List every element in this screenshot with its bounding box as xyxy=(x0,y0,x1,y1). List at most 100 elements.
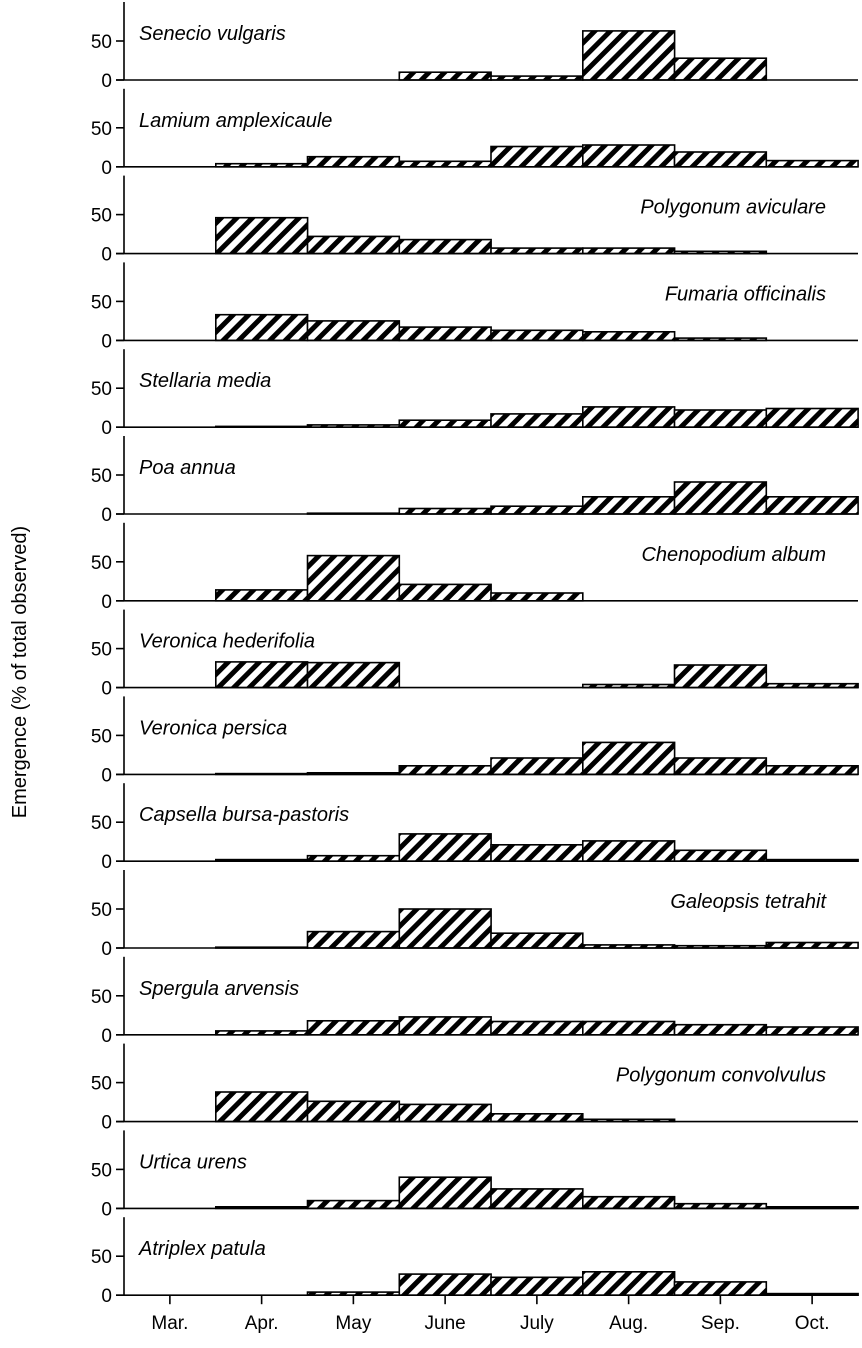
bar xyxy=(581,247,676,255)
panel: 0 50 Lamium amplexicaule xyxy=(91,88,859,179)
panel: 0 50 Polygonum convolvulus xyxy=(91,1043,858,1134)
y-tick-label: 0 xyxy=(101,1026,112,1047)
y-tick-label: 0 xyxy=(101,1113,112,1134)
bar xyxy=(490,1188,584,1210)
x-tick-label: Mar. xyxy=(151,1313,188,1334)
bar xyxy=(673,849,768,862)
bar xyxy=(398,1103,492,1123)
bar xyxy=(765,407,859,429)
species-label: Polygonum convolvulus xyxy=(616,1065,826,1087)
y-tick-label: 0 xyxy=(101,245,112,266)
y-tick-label: 50 xyxy=(91,640,112,661)
y-tick-label: 50 xyxy=(91,987,112,1008)
y-tick-label: 0 xyxy=(101,852,112,873)
panel: 0 50 Spergula arvensis xyxy=(91,956,859,1047)
bar xyxy=(398,71,492,81)
panel: 0 50 Galeopsis tetrahit xyxy=(91,870,859,960)
bar xyxy=(765,159,859,168)
bar xyxy=(306,155,401,168)
y-tick-label: 50 xyxy=(91,466,112,487)
y-tick-label: 50 xyxy=(91,292,112,313)
bar xyxy=(398,583,492,602)
bar xyxy=(490,1020,584,1036)
bar xyxy=(581,144,676,168)
y-tick-label: 0 xyxy=(101,592,112,613)
y-tick-label: 50 xyxy=(91,32,112,53)
bar xyxy=(581,1271,676,1297)
bar xyxy=(673,757,768,776)
y-tick-label: 0 xyxy=(101,71,112,92)
bar xyxy=(398,764,492,776)
bar xyxy=(490,932,584,949)
y-tick-label: 50 xyxy=(91,813,112,834)
y-tick-label: 50 xyxy=(91,1160,112,1181)
bar xyxy=(398,908,492,949)
species-label: Veronica hederifolia xyxy=(139,631,315,653)
y-tick-label: 50 xyxy=(91,379,112,400)
bar xyxy=(581,30,676,81)
y-tick-label: 50 xyxy=(91,206,112,227)
species-label: Atriplex patula xyxy=(138,1238,266,1260)
x-tick-label: June xyxy=(425,1313,466,1334)
bar xyxy=(581,1195,676,1210)
y-tick-label: 50 xyxy=(91,900,112,921)
species-label: Polygonum aviculare xyxy=(640,197,826,219)
species-label: Chenopodium album xyxy=(641,544,826,566)
panel: 0 50 Chenopodium album xyxy=(91,522,858,613)
panel: 0 50 Fumaria officinalis xyxy=(91,262,858,352)
species-label: Fumaria officinalis xyxy=(665,283,826,305)
panel: 0 50 Veronica hederifolia xyxy=(91,609,859,700)
x-tick-label: Aug. xyxy=(609,1313,648,1334)
y-tick-label: 0 xyxy=(101,1286,112,1307)
bar xyxy=(306,1100,401,1123)
bar xyxy=(398,507,492,515)
species-label: Spergula arvensis xyxy=(139,978,299,1000)
y-tick-label: 50 xyxy=(91,1247,112,1268)
bar xyxy=(306,554,401,602)
bar xyxy=(215,313,309,342)
species-label: Poa annua xyxy=(139,457,236,479)
panel: 0 50 Atriplex patula xyxy=(91,1217,859,1307)
y-tick-label: 0 xyxy=(101,158,112,179)
y-tick-label: 0 xyxy=(101,679,112,700)
bar xyxy=(306,661,401,689)
bar xyxy=(765,941,859,949)
species-label: Stellaria media xyxy=(139,370,271,392)
bar xyxy=(306,854,401,863)
y-tick-label: 50 xyxy=(91,1074,112,1095)
bar xyxy=(673,1023,768,1036)
bar xyxy=(398,160,492,168)
bar xyxy=(398,238,492,255)
bar xyxy=(581,495,676,515)
y-axis-label: Emergence (% of total observed) xyxy=(9,526,31,818)
species-label: Veronica persica xyxy=(139,717,287,739)
bar xyxy=(490,1113,584,1123)
bar xyxy=(398,326,492,342)
x-tick-label: Oct. xyxy=(795,1313,830,1334)
y-tick-label: 0 xyxy=(101,331,112,352)
bar xyxy=(765,495,859,515)
bar xyxy=(490,329,584,342)
bar xyxy=(398,833,492,863)
bar xyxy=(490,757,584,776)
bar xyxy=(306,930,401,949)
panel: 0 50 Poa annua xyxy=(91,436,859,526)
bar xyxy=(490,413,584,428)
y-tick-label: 50 xyxy=(91,119,112,140)
bar xyxy=(673,409,768,429)
panel: 0 50 Capsella bursa-pastoris xyxy=(91,783,859,873)
bar xyxy=(215,216,309,255)
bar xyxy=(306,235,401,255)
y-tick-label: 0 xyxy=(101,1199,112,1220)
bar xyxy=(673,57,768,81)
species-label: Senecio vulgaris xyxy=(139,23,286,45)
species-label: Urtica urens xyxy=(139,1151,247,1173)
panel: 0 50 Urtica urens xyxy=(91,1130,859,1220)
bar xyxy=(490,505,584,515)
bar xyxy=(398,419,492,429)
panel: 0 50 Senecio vulgaris xyxy=(91,2,858,92)
bar xyxy=(215,589,309,602)
x-tick-label: Sep. xyxy=(701,1313,740,1334)
panel: 0 50 Veronica persica xyxy=(91,696,859,786)
